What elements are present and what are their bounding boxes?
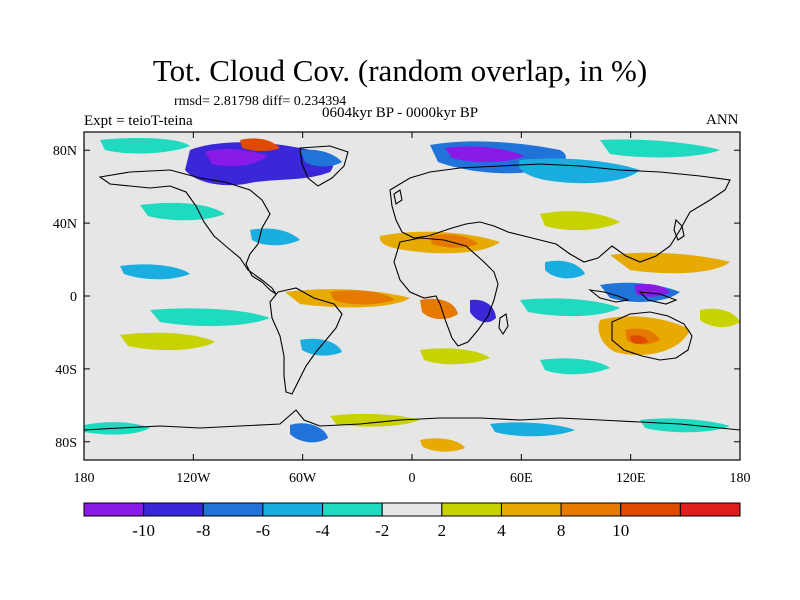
lon-tick-label: 180	[730, 471, 751, 486]
map-title: Tot. Cloud Cov. (random overlap, in %)	[152, 53, 648, 88]
colorbar-swatch	[202, 502, 264, 517]
lon-tick-label: 0	[409, 471, 416, 486]
lat-tick-label: 80S	[55, 436, 77, 451]
lon-tick-label: 60W	[289, 471, 317, 486]
lat-tick-label: 80N	[53, 144, 77, 159]
colorbar-swatch	[560, 502, 622, 517]
colorbar-label: 4	[497, 521, 506, 540]
lon-tick-label: 120W	[176, 471, 211, 486]
season-label: ANN	[706, 112, 739, 128]
period-label: 0604kyr BP - 0000kyr BP	[322, 105, 479, 121]
colorbar-swatch	[143, 502, 204, 517]
colorbar-label: -10	[132, 521, 155, 540]
coastlines	[84, 145, 740, 431]
lat-tick-label: 40S	[55, 363, 77, 378]
latitude-axis: 80N 40N 0 40S 80S	[53, 144, 740, 451]
longitude-axis: 180 120W 60W 0 60E 120E 180	[74, 132, 751, 486]
colorbar-swatch	[381, 502, 443, 517]
lon-tick-label: 120E	[616, 471, 646, 486]
colorbar-swatch	[679, 502, 741, 517]
colorbar-swatch	[262, 502, 324, 517]
colorbar-label: -4	[315, 521, 330, 540]
colorbar-label: -6	[256, 521, 270, 540]
colorbar-label: -8	[196, 521, 210, 540]
rmsd-diff-stats: rmsd= 2.81798 diff= 0.234394	[174, 94, 347, 109]
colorbar-swatch	[322, 502, 383, 517]
colorbar-label: -2	[375, 521, 389, 540]
lat-tick-label: 40N	[53, 217, 77, 232]
lon-tick-label: 60E	[510, 471, 533, 486]
colorbar-label: 10	[612, 521, 629, 540]
colorbar-label: 8	[557, 521, 566, 540]
experiment-label: Expt = teioT-teina	[84, 113, 193, 129]
colorbar-swatch	[83, 502, 145, 517]
colorbar-swatch	[500, 502, 562, 517]
colorbar-swatch	[620, 502, 681, 517]
lat-tick-label: 0	[70, 290, 77, 305]
colorbar: -10 -8 -6 -4 -2 2 4 8 10	[83, 502, 741, 540]
colorbar-swatch	[441, 502, 502, 517]
cloud-anomaly-map	[83, 131, 741, 461]
lon-tick-label: 180	[74, 471, 95, 486]
colorbar-label: 2	[438, 521, 447, 540]
